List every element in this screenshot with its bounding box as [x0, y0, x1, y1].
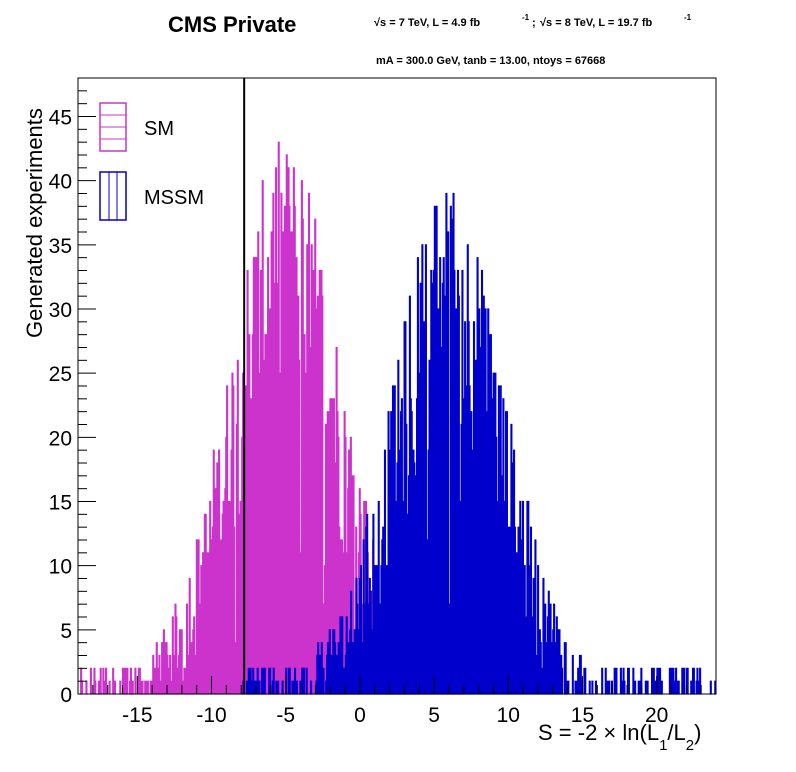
- axes: -15 -10 -5 0 5 10 15 20 0 5 10 15 20 25 30 35 40 45: [49, 77, 717, 727]
- x-tick-label: 5: [428, 704, 440, 727]
- x-tick-label: -10: [196, 704, 226, 727]
- x-tick-label: -15: [122, 704, 152, 727]
- y-tick-label: 10: [49, 556, 72, 579]
- x-tick-label: -5: [276, 704, 295, 727]
- energy-sup-7tev: -1: [522, 13, 530, 22]
- energy-separator: ;: [532, 17, 536, 29]
- params-text: mA = 300.0 GeV, tanb = 13.00, ntoys = 67…: [376, 55, 605, 67]
- y-tick-label: 45: [49, 107, 72, 130]
- energy-sup-8tev: -1: [684, 13, 692, 22]
- legend-mssm-label: MSSM: [144, 187, 204, 209]
- legend-mssm-swatch: [99, 171, 127, 221]
- y-tick-label: 20: [49, 427, 72, 450]
- x-axis-title-close: ): [694, 720, 701, 745]
- chart-title: CMS Private: [168, 12, 296, 37]
- legend-sm-label: SM: [144, 118, 174, 140]
- x-axis-title-sub2: 2: [686, 737, 694, 754]
- x-tick-label: 0: [354, 704, 366, 727]
- x-axis-title-slash: /L: [667, 720, 685, 745]
- y-tick-label: 35: [49, 235, 72, 258]
- legend-sm-swatch: [99, 102, 127, 152]
- y-tick-label: 30: [49, 299, 72, 322]
- y-tick-label: 25: [49, 363, 72, 386]
- y-tick-label: 15: [49, 492, 72, 515]
- y-axis-title: Generated experiments: [22, 108, 47, 338]
- y-tick-label: 5: [60, 620, 72, 643]
- x-axis-title-main: S = -2 × ln(L: [538, 720, 659, 745]
- x-tick-label: 20: [645, 704, 668, 727]
- energy-text-8tev: √s = 8 TeV, L = 19.7 fb: [540, 17, 653, 29]
- y-tick-label: 40: [49, 171, 72, 194]
- histogram-layer: [80, 141, 717, 695]
- svg-text:S = -2 × ln(L1/L2): S = -2 × ln(L1/L2): [538, 720, 701, 754]
- x-axis-title: S = -2 × ln(L1/L2): [538, 720, 701, 754]
- x-tick-label: 15: [571, 704, 594, 727]
- energy-text-7tev: √s = 7 TeV, L = 4.9 fb: [374, 17, 480, 29]
- x-axis-title-sub1: 1: [659, 737, 667, 754]
- x-tick-label: 10: [497, 704, 520, 727]
- y-tick-label: 0: [60, 684, 72, 707]
- legend: SM MSSM: [99, 102, 204, 221]
